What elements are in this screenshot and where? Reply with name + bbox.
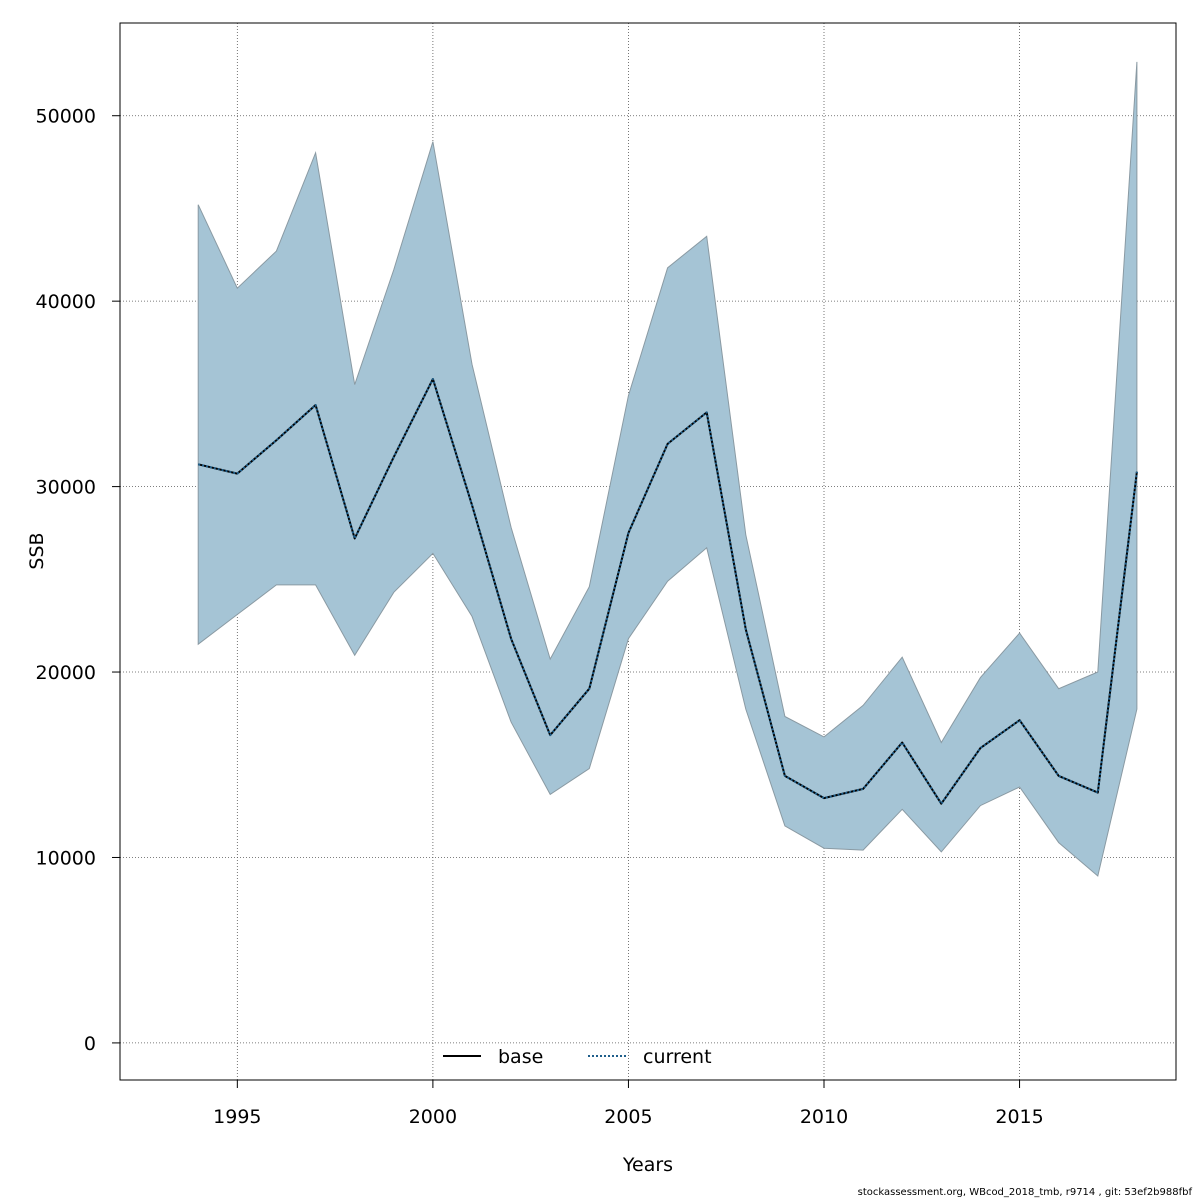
series-lines (197, 378, 1138, 805)
confidence-band-area (197, 61, 1138, 877)
series-line-base (197, 378, 1138, 805)
x-axis: 1995 2000 2005 2010 2015 (213, 1080, 1044, 1128)
y-tick-label-40000: 40000 (36, 291, 96, 313)
confidence-band (197, 61, 1138, 877)
x-tick-label-1995: 1995 (213, 1106, 261, 1128)
y-axis: 0 10000 20000 30000 40000 50000 (36, 106, 120, 1055)
y-tick-label-30000: 30000 (36, 477, 96, 499)
y-tick-label-50000: 50000 (36, 106, 96, 128)
x-tick-label-2000: 2000 (409, 1106, 457, 1128)
y-tick-label-20000: 20000 (36, 662, 96, 684)
legend: base current (443, 1046, 712, 1068)
plot-frame (119, 22, 1177, 1081)
legend-current-label: current (643, 1046, 712, 1068)
y-axis-title: SSB (26, 532, 48, 569)
x-axis-title: Years (622, 1154, 673, 1176)
x-tick-label-2015: 2015 (995, 1106, 1043, 1128)
legend-base-label: base (498, 1046, 543, 1068)
y-tick-label-10000: 10000 (36, 847, 96, 869)
x-tick-label-2005: 2005 (604, 1106, 652, 1128)
x-tick-label-2010: 2010 (800, 1106, 848, 1128)
y-tick-label-0: 0 (84, 1033, 96, 1055)
footer-text: stockassessment.org, WBcod_2018_tmb, r97… (857, 1187, 1192, 1198)
